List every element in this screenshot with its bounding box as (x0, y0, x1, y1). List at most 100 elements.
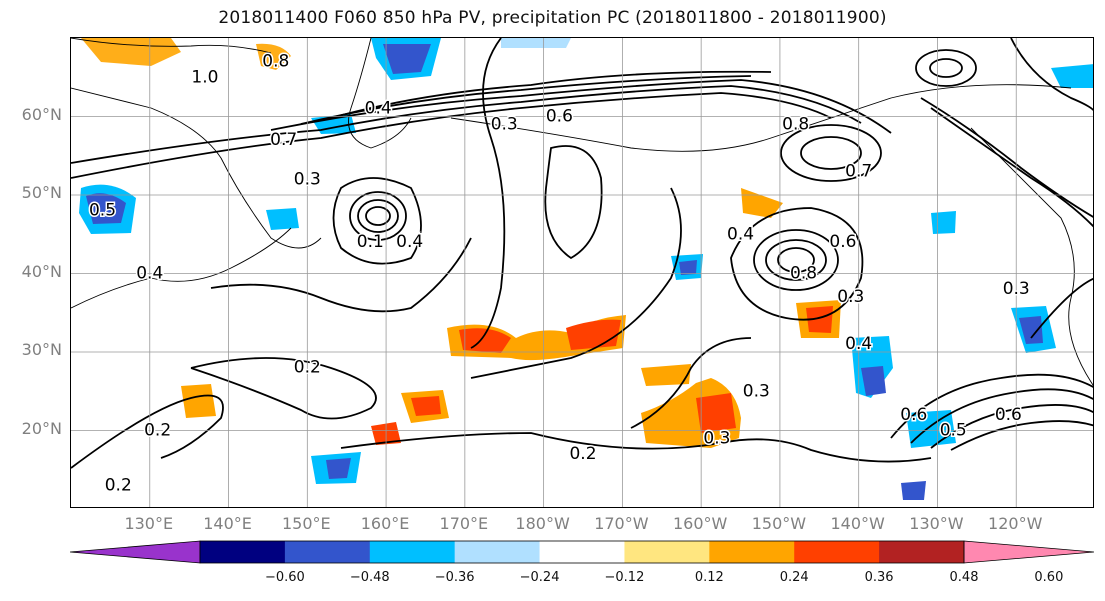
contour-label: 0.8 (790, 264, 817, 284)
latitude-label: 40°N (21, 261, 62, 281)
pv-contour (357, 199, 399, 233)
pv-contour (930, 404, 1093, 449)
precip-blob (861, 366, 886, 396)
coastline (970, 127, 1093, 386)
precip-blob (741, 188, 783, 218)
colorbar-tick-label: 0.48 (949, 570, 979, 585)
contour-label: 0.5 (940, 421, 967, 441)
pv-contour (950, 420, 1093, 451)
contour-label: 0.4 (845, 334, 872, 354)
contour-label: 0.3 (1003, 279, 1030, 299)
colorbar-tick-label: 0.60 (1034, 570, 1064, 585)
contour-label-layer: 0.8 1.0 0.4 0.6 0.3 0.7 0.3 0.5 0.4 0.1 0.4 0.8 0.7 0… (87, 50, 1031, 497)
pv-contour (730, 207, 864, 321)
precip-blob (411, 396, 441, 416)
contour-label: 0.3 (837, 287, 864, 307)
longitude-label: 160°W (672, 514, 728, 533)
contour-label: 0.7 (270, 130, 297, 150)
contour-label: 1.0 (191, 67, 218, 87)
contour-label: 0.2 (105, 475, 132, 495)
contour-label: 0.2 (294, 358, 321, 378)
colorbar-tick-label: −0.24 (519, 570, 560, 585)
longitude-label: 150°W (751, 514, 807, 533)
pv-contour (929, 58, 963, 78)
map-canvas: 0.8 1.0 0.4 0.6 0.3 0.7 0.3 0.5 0.4 0.1 0.4 0.8 0.7 0… (71, 38, 1093, 507)
map-panel: 0.8 1.0 0.4 0.6 0.3 0.7 0.3 0.5 0.4 0.1 0.4 0.8 0.7 0… (70, 37, 1094, 508)
colorbar-swatch (454, 541, 541, 563)
pv-contours (71, 38, 1093, 469)
map-title: 2018011400 F060 850 hPa PV, precipitatio… (218, 8, 887, 28)
colorbar-swatch (624, 541, 710, 563)
colorbar (70, 540, 1094, 564)
colorbar-swatch (200, 541, 286, 563)
pv-contour (330, 70, 772, 119)
pv-contour (470, 38, 506, 349)
pv-contour (71, 394, 224, 469)
colorbar-tick-label: −0.12 (604, 570, 645, 585)
pv-contour (920, 97, 1093, 218)
precip-blob (1051, 64, 1093, 88)
contour-label: 0.3 (743, 381, 770, 401)
colorbar-tick-label: 0.12 (694, 570, 724, 585)
contour-label: 0.4 (365, 99, 392, 119)
coastline (71, 227, 292, 309)
contour-label: 0.2 (144, 421, 171, 441)
latitude-label: 50°N (21, 183, 62, 202)
longitude-label: 150°E (281, 514, 331, 533)
pv-contour (349, 191, 407, 241)
pv-contour (777, 247, 815, 273)
pv-contour (190, 357, 377, 420)
gridlines (71, 38, 1093, 507)
colorbar-tick-label: −0.36 (434, 570, 475, 585)
pv-contour (765, 239, 827, 281)
contour-label: 0.3 (703, 428, 730, 448)
coastline (71, 38, 272, 54)
latitude-label: 20°N (21, 418, 62, 438)
longitude-label: 140°E (203, 514, 252, 533)
pv-contour (71, 85, 862, 164)
latitude-label: 60°N (21, 104, 62, 124)
contour-label: 0.6 (829, 232, 856, 252)
precip-blob (679, 260, 697, 275)
pv-contour (780, 124, 882, 182)
contour-label: 0.8 (782, 114, 809, 134)
colorbar-swatch (709, 541, 795, 563)
contour-label: 0.8 (262, 52, 289, 72)
precip-blob (806, 306, 833, 333)
precip-blob (931, 211, 956, 234)
precip-blob (1019, 316, 1043, 344)
colorbar-swatch (879, 541, 965, 563)
pv-contour (210, 237, 472, 313)
pv-contour (470, 187, 682, 379)
contour-label: 0.3 (491, 114, 518, 134)
colorbar-swatch (369, 541, 456, 563)
coastline (348, 38, 412, 149)
longitude-label: 140°W (830, 514, 885, 533)
pv-contour (890, 373, 1093, 439)
coastline (450, 84, 1072, 152)
precip-blob (266, 208, 299, 230)
precip-blob (501, 38, 571, 48)
pv-contour (1030, 277, 1093, 339)
contour-label: 0.6 (995, 405, 1022, 425)
pv-contour (270, 79, 892, 134)
contour-label: 0.4 (727, 224, 754, 244)
precip-blob (383, 44, 431, 74)
contour-label: 0.5 (89, 201, 116, 221)
pv-contour (71, 92, 832, 179)
pv-contour (544, 145, 603, 260)
pv-contour (300, 75, 752, 125)
pv-contour (332, 177, 422, 265)
colorbar-tick-label: 0.24 (779, 570, 809, 585)
pv-contour (915, 49, 977, 87)
precip-blob (566, 319, 621, 350)
colorbar-swatch (539, 541, 625, 563)
pv-contour (753, 229, 839, 291)
pv-contour (910, 388, 1093, 444)
longitude-label: 170°E (439, 514, 489, 533)
colorbar-tick-label: −0.60 (264, 570, 305, 585)
longitude-label: 170°W (594, 514, 649, 533)
coastline (71, 87, 322, 249)
longitude-label: 130°W (909, 514, 964, 533)
contour-label: 0.7 (845, 161, 872, 181)
